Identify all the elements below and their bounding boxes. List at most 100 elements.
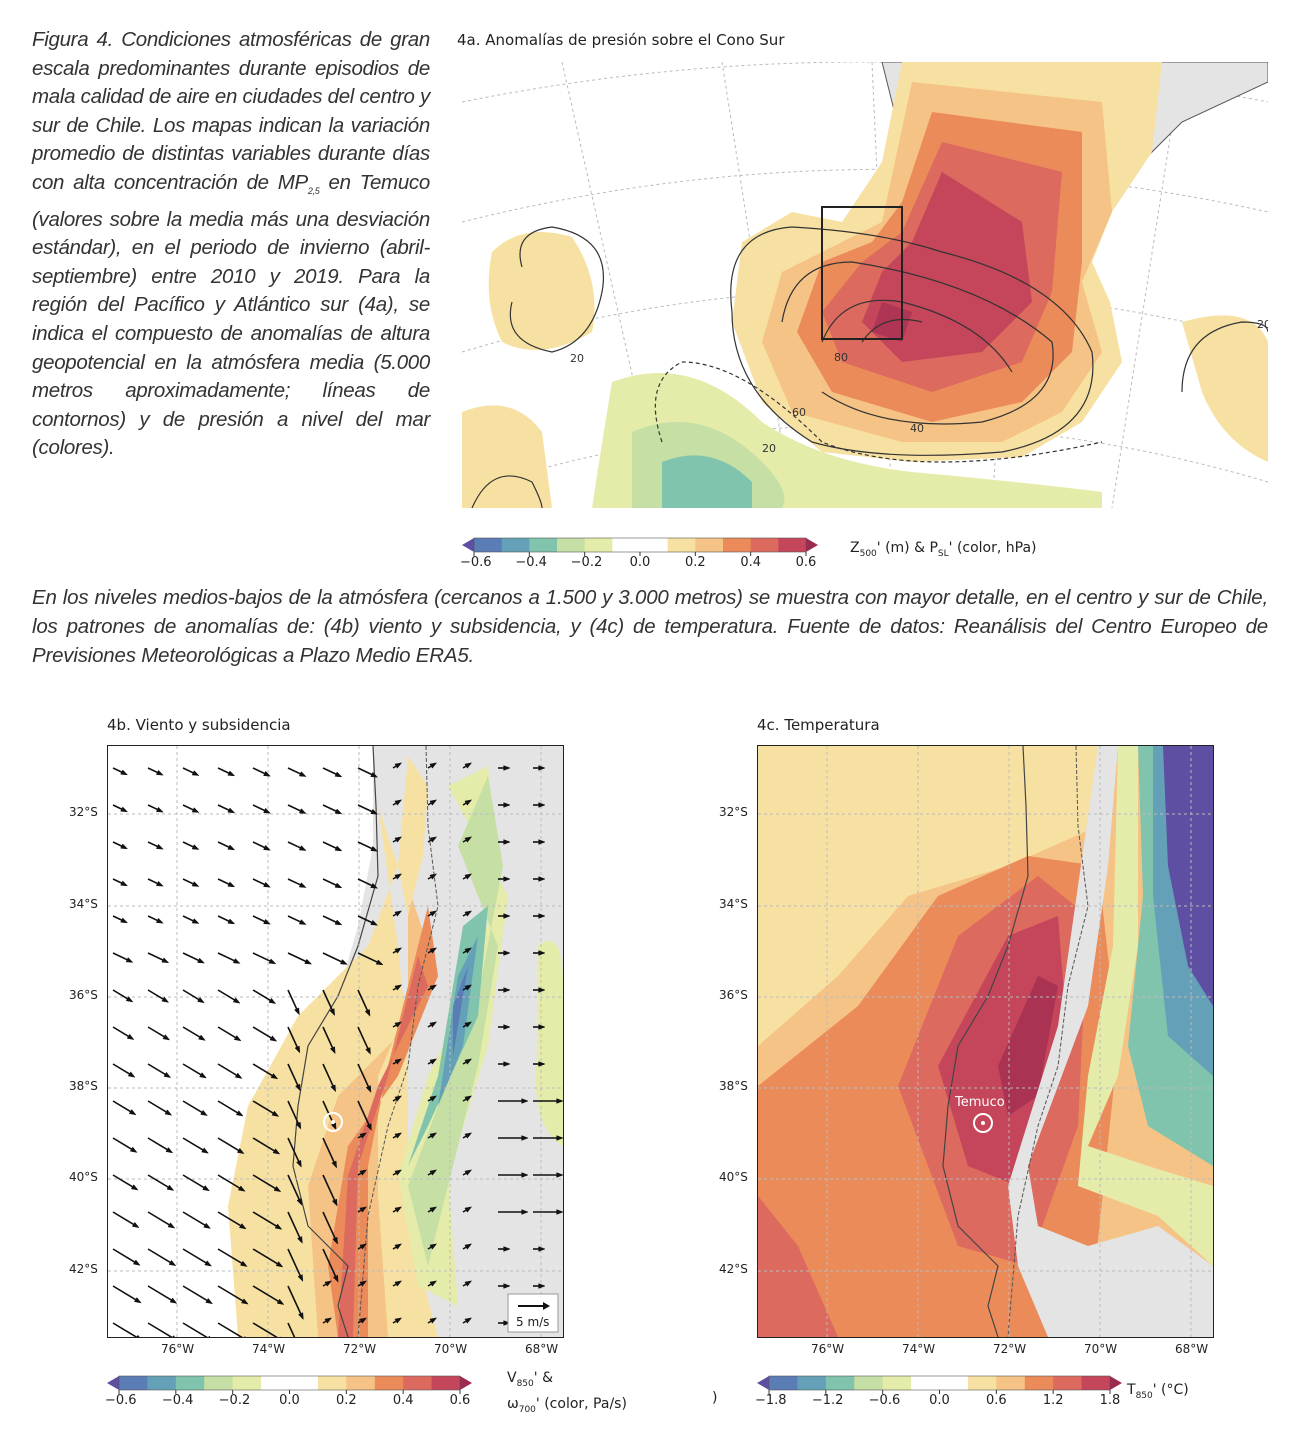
wind-arrow-head xyxy=(161,957,170,964)
wind-arrow-head xyxy=(172,1335,176,1337)
wind-arrow-head xyxy=(464,910,473,917)
wind-arrow-head xyxy=(324,1317,333,1324)
wind-arrow xyxy=(287,1100,301,1128)
panel-c-map: Temuco xyxy=(757,745,1214,1338)
lon-tick-label: 76°W xyxy=(161,1342,195,1356)
svg-text:60: 60 xyxy=(792,406,806,419)
wind-arrow-head xyxy=(128,1109,137,1116)
wind-arrow-head xyxy=(156,880,164,887)
wind-arrow-head xyxy=(521,1209,529,1215)
region-box xyxy=(821,206,903,340)
wind-arrow xyxy=(217,1211,245,1229)
wind-arrow-head xyxy=(268,997,277,1004)
wind-arrow-head xyxy=(156,769,164,776)
wind-arrow-head xyxy=(394,1058,403,1065)
wind-arrow xyxy=(322,1248,339,1281)
lon-tick-label: 72°W xyxy=(993,1342,1027,1356)
colorbar-tick-label: 0.4 xyxy=(392,1393,414,1408)
wind-arrow xyxy=(182,1322,208,1337)
wind-arrow-head xyxy=(191,844,200,850)
wind-arrow-head xyxy=(503,987,511,993)
wind-arrow xyxy=(217,1174,244,1191)
wind-arrow-head xyxy=(244,1335,246,1337)
wind-arrow-head xyxy=(538,1061,546,1067)
wind-arrow xyxy=(182,1248,211,1266)
wind-arrow-head xyxy=(127,1071,136,1078)
lat-tick-label: 40°S xyxy=(719,1170,748,1184)
wind-arrow-head xyxy=(464,1243,473,1250)
colorbar-bin xyxy=(667,538,696,552)
wind-arrow xyxy=(287,1211,303,1242)
wind-arrow-head xyxy=(429,1317,438,1324)
panel-a-colorbar-label: Z500' (m) & PSL' (color, hPa) xyxy=(850,540,1037,559)
wind-arrow-head xyxy=(359,1317,368,1324)
lon-tick-label: 70°W xyxy=(434,1342,468,1356)
wind-arrow-head xyxy=(330,1084,336,1093)
wind-arrow xyxy=(147,1174,173,1191)
svg-text:20: 20 xyxy=(762,442,776,455)
wind-arrow-head xyxy=(503,1061,511,1067)
wind-arrow-head xyxy=(263,881,272,888)
wind-arrow-head xyxy=(359,1280,368,1287)
wind-arrow-head xyxy=(538,1246,546,1252)
wind-arrow xyxy=(217,1285,247,1304)
colorbar-bin xyxy=(769,1376,798,1390)
colorbar-bin xyxy=(723,538,752,552)
wind-arrow-head xyxy=(298,1312,304,1321)
wind-arrow-head xyxy=(191,770,200,776)
wind-arrow-head xyxy=(538,765,546,771)
wind-arrow xyxy=(252,1100,278,1117)
wind-arrow-head xyxy=(556,1135,563,1141)
svg-text:20: 20 xyxy=(1257,318,1268,331)
stray-parenthesis: ) xyxy=(712,1390,718,1406)
wind-arrow-head xyxy=(120,769,129,776)
panel-a-title: 4a. Anomalías de presión sobre el Cono S… xyxy=(457,31,785,49)
wind-arrow-head xyxy=(538,950,546,956)
colorbar-tick-label: 0.2 xyxy=(335,1393,357,1408)
colorbar-bin xyxy=(750,538,779,552)
wind-arrow-head xyxy=(464,1280,473,1287)
wind-arrow-head xyxy=(227,844,236,851)
wind-arrow-head xyxy=(331,1160,337,1169)
colorbar-bin xyxy=(967,1376,997,1390)
wind-arrow xyxy=(217,1137,243,1154)
wind-arrow-head xyxy=(120,843,129,850)
wind-arrow-head xyxy=(334,882,343,889)
wind-arrow-head xyxy=(199,1072,207,1079)
wind-arrow-head xyxy=(429,947,438,954)
colorbar-bin xyxy=(1024,1376,1054,1390)
wind-arrow xyxy=(147,1248,175,1266)
wind-arrow-head xyxy=(556,1172,563,1178)
colorbar-bin xyxy=(501,538,530,552)
panel-b-colorbar xyxy=(107,1375,472,1394)
wind-arrow-head xyxy=(263,844,272,851)
colorbar-bin xyxy=(147,1376,177,1390)
colorbar-bin xyxy=(1053,1376,1083,1390)
lon-tick-label: 74°W xyxy=(902,1342,936,1356)
wind-arrow-head xyxy=(538,802,546,808)
wind-arrow-head xyxy=(429,1021,438,1028)
wind-arrow-head xyxy=(298,919,307,925)
wind-arrow-head xyxy=(332,1236,338,1245)
panel-a-map: 20 20 60 80 40 20 xyxy=(462,62,1268,508)
wind-arrow-head xyxy=(464,836,473,843)
wind-arrow-head xyxy=(464,1021,473,1028)
colorbar-bin xyxy=(584,538,613,552)
wind-arrow xyxy=(287,1137,302,1166)
wind-arrow-head xyxy=(556,1209,563,1215)
wind-arrow xyxy=(287,1285,304,1318)
wind-arrow-head xyxy=(538,876,546,882)
wind-arrow-head xyxy=(304,958,313,965)
wind-arrow-head xyxy=(329,1008,335,1017)
wind-arrow-head xyxy=(464,1317,473,1324)
colorbar-tick-label: 1.8 xyxy=(1099,1393,1121,1408)
wind-arrow-head xyxy=(205,1297,214,1305)
wind-arrow-head xyxy=(169,1297,178,1304)
wind-arrow xyxy=(112,1285,140,1303)
lat-tick-label: 40°S xyxy=(69,1170,98,1184)
colorbar-tick-label: −0.2 xyxy=(218,1393,251,1408)
colorbar-tick-label: 0.6 xyxy=(985,1393,1007,1408)
wind-arrow-head xyxy=(521,1098,529,1104)
lon-tick-label: 70°W xyxy=(1084,1342,1118,1356)
description-paragraph: En los niveles medios-bajos de la atmósf… xyxy=(32,586,1268,667)
